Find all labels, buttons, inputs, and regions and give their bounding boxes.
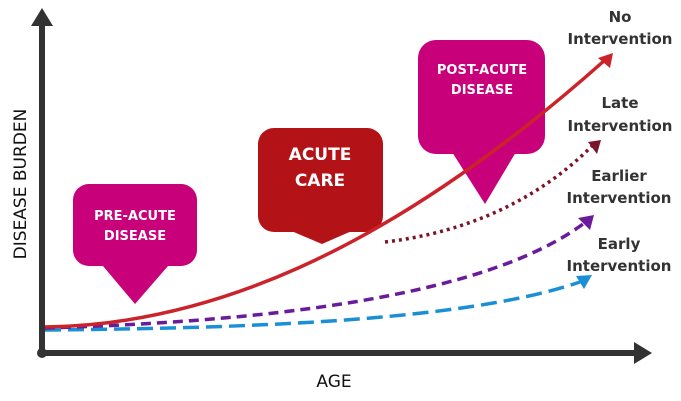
pre-acute-disease-callout: PRE-ACUTE DISEASE	[73, 184, 197, 304]
curve-late-intervention	[384, 140, 601, 244]
y-axis	[31, 8, 53, 353]
box-line1: ACUTE	[289, 145, 352, 165]
x-axis-label: AGE	[316, 372, 351, 392]
label-late-1: Late	[601, 94, 638, 112]
x-axis	[37, 342, 652, 364]
curve-earlier-intervention	[44, 215, 594, 330]
post-acute-disease-callout: POST-ACUTE DISEASE	[418, 40, 545, 204]
box-line1: POST-ACUTE	[437, 63, 527, 78]
curve-no-intervention	[44, 53, 613, 329]
y-axis-label: DISEASE BURDEN	[11, 109, 31, 260]
box-line2: DISEASE	[451, 83, 513, 98]
label-earlier-2: Intervention	[567, 189, 672, 207]
curve-early-intervention	[44, 275, 592, 332]
acute-care-callout: ACUTE CARE	[258, 128, 383, 244]
box-line1: PRE-ACUTE	[94, 209, 176, 224]
label-early-2: Intervention	[567, 257, 672, 275]
label-no-2: Intervention	[568, 30, 673, 48]
box-line2: DISEASE	[104, 229, 166, 244]
box-line2: CARE	[295, 171, 345, 191]
label-earlier-1: Earlier	[591, 167, 647, 185]
label-early-1: Early	[598, 235, 641, 253]
label-late-2: Intervention	[568, 117, 673, 135]
label-no-1: No	[609, 8, 632, 26]
